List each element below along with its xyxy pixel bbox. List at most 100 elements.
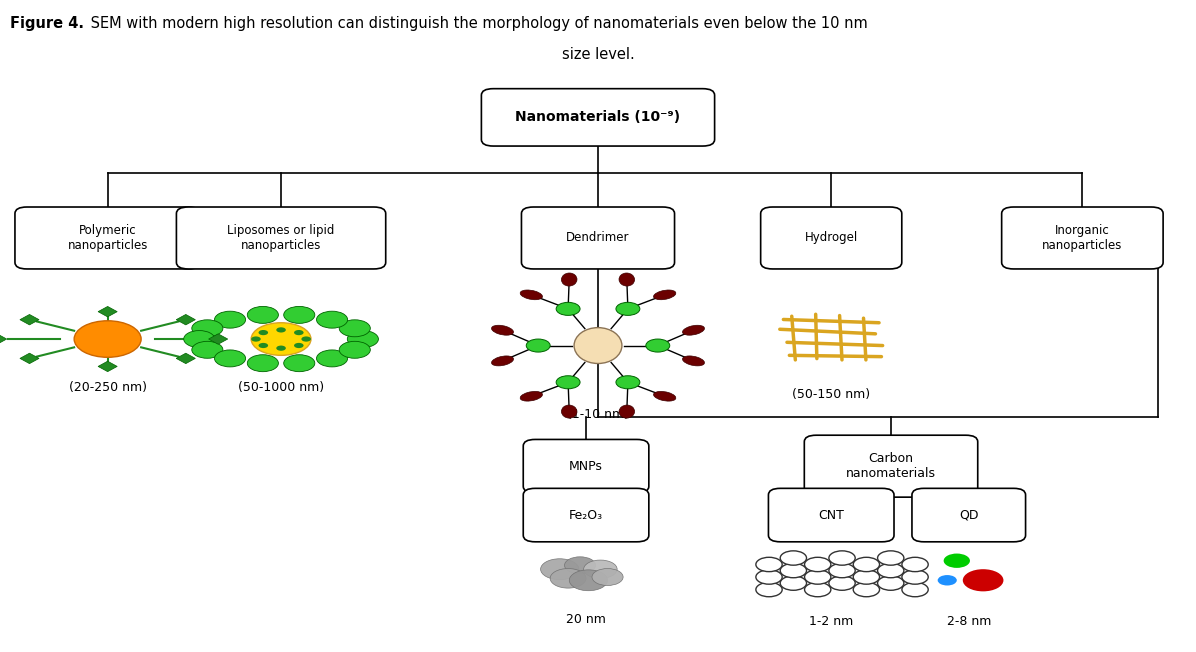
Circle shape	[214, 311, 245, 328]
Circle shape	[248, 306, 279, 323]
Text: 20 nm: 20 nm	[566, 613, 606, 626]
Circle shape	[756, 582, 782, 597]
Text: Hydrogel: Hydrogel	[805, 231, 858, 244]
Circle shape	[756, 570, 782, 584]
Circle shape	[805, 557, 831, 572]
Circle shape	[340, 320, 371, 337]
Text: (50-150 nm): (50-150 nm)	[792, 388, 871, 401]
Circle shape	[317, 350, 348, 367]
Circle shape	[878, 551, 904, 565]
Ellipse shape	[492, 325, 513, 335]
FancyBboxPatch shape	[1001, 207, 1164, 269]
Circle shape	[805, 570, 831, 584]
Ellipse shape	[683, 325, 704, 335]
Text: (20-250 nm): (20-250 nm)	[68, 381, 147, 394]
Circle shape	[902, 582, 928, 597]
Circle shape	[853, 582, 879, 597]
Circle shape	[829, 563, 855, 578]
Text: MNPs: MNPs	[569, 460, 603, 473]
Circle shape	[184, 331, 215, 348]
Circle shape	[569, 570, 608, 591]
Text: Inorganic
nanoparticles: Inorganic nanoparticles	[1042, 224, 1123, 252]
FancyBboxPatch shape	[176, 207, 385, 269]
Ellipse shape	[561, 273, 576, 286]
FancyBboxPatch shape	[14, 207, 200, 269]
Text: Nanomaterials (10⁻⁹): Nanomaterials (10⁻⁹)	[515, 110, 681, 125]
Circle shape	[878, 563, 904, 578]
Circle shape	[780, 563, 806, 578]
Text: Liposomes or lipid
nanoparticles: Liposomes or lipid nanoparticles	[227, 224, 335, 252]
Circle shape	[878, 576, 904, 590]
Ellipse shape	[520, 290, 543, 300]
Ellipse shape	[653, 290, 676, 300]
Circle shape	[646, 339, 670, 352]
FancyBboxPatch shape	[804, 436, 978, 497]
Ellipse shape	[620, 405, 635, 418]
Text: size level.: size level.	[562, 47, 634, 62]
Circle shape	[294, 330, 304, 335]
Circle shape	[301, 336, 311, 342]
Text: Polymeric
nanoparticles: Polymeric nanoparticles	[67, 224, 148, 252]
Text: CNT: CNT	[818, 509, 844, 522]
Circle shape	[526, 339, 550, 352]
Circle shape	[556, 303, 580, 316]
Ellipse shape	[492, 356, 513, 366]
Circle shape	[780, 576, 806, 590]
Text: 2-8 nm: 2-8 nm	[946, 615, 991, 628]
Circle shape	[780, 551, 806, 565]
Circle shape	[317, 311, 348, 328]
FancyBboxPatch shape	[768, 488, 893, 542]
Circle shape	[616, 303, 640, 316]
Circle shape	[294, 343, 304, 348]
FancyBboxPatch shape	[761, 207, 902, 269]
Circle shape	[963, 569, 1003, 591]
Circle shape	[276, 346, 286, 351]
Circle shape	[853, 570, 879, 584]
Circle shape	[829, 576, 855, 590]
FancyBboxPatch shape	[521, 207, 675, 269]
Text: 1-2 nm: 1-2 nm	[810, 615, 853, 628]
Ellipse shape	[653, 391, 676, 401]
Ellipse shape	[683, 356, 704, 366]
Ellipse shape	[574, 327, 622, 364]
Circle shape	[276, 327, 286, 333]
Ellipse shape	[620, 273, 635, 286]
Circle shape	[74, 321, 141, 357]
Circle shape	[565, 557, 596, 574]
FancyBboxPatch shape	[913, 488, 1025, 542]
FancyBboxPatch shape	[481, 89, 714, 146]
Circle shape	[191, 320, 222, 337]
Circle shape	[592, 569, 623, 585]
Circle shape	[340, 341, 371, 358]
Text: QD: QD	[959, 509, 978, 522]
Circle shape	[347, 331, 378, 348]
Circle shape	[258, 330, 268, 335]
Circle shape	[258, 343, 268, 348]
Circle shape	[191, 341, 222, 358]
Circle shape	[248, 355, 279, 372]
Text: SEM with modern high resolution can distinguish the morphology of nanomaterials : SEM with modern high resolution can dist…	[86, 16, 868, 31]
Circle shape	[902, 557, 928, 572]
Circle shape	[584, 560, 617, 578]
Circle shape	[550, 569, 586, 588]
Text: Dendrimer: Dendrimer	[566, 231, 630, 244]
Circle shape	[853, 557, 879, 572]
Circle shape	[251, 323, 311, 355]
Circle shape	[756, 557, 782, 572]
Text: Fe₂O₃: Fe₂O₃	[569, 509, 603, 522]
Ellipse shape	[520, 391, 543, 401]
Circle shape	[214, 350, 245, 367]
Ellipse shape	[561, 405, 576, 418]
Text: (1-10 nm): (1-10 nm)	[567, 408, 629, 421]
Circle shape	[902, 570, 928, 584]
Circle shape	[616, 376, 640, 389]
Text: Carbon
nanomaterials: Carbon nanomaterials	[846, 452, 936, 480]
Circle shape	[829, 551, 855, 565]
Circle shape	[283, 306, 315, 323]
Circle shape	[283, 355, 315, 372]
FancyBboxPatch shape	[524, 488, 648, 542]
Text: (50-1000 nm): (50-1000 nm)	[238, 381, 324, 394]
Circle shape	[938, 575, 957, 585]
Circle shape	[251, 336, 261, 342]
Text: Figure 4.: Figure 4.	[10, 16, 84, 31]
